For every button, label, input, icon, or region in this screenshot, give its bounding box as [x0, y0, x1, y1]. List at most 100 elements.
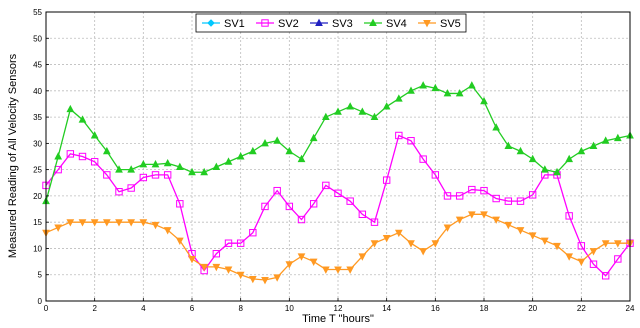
- data-point-sv2: [127, 184, 135, 192]
- data-point-sv5: [309, 258, 318, 266]
- data-point-sv4: [139, 160, 148, 168]
- data-point-sv4: [297, 154, 306, 163]
- data-point-sv2: [309, 200, 318, 208]
- data-point-sv4: [455, 89, 464, 97]
- data-point-sv2: [334, 189, 342, 197]
- data-point-sv5: [151, 221, 160, 230]
- data-point-sv5: [175, 237, 184, 245]
- data-point-sv2: [90, 158, 99, 166]
- data-point-sv5: [480, 211, 488, 219]
- y-tick-label: 45: [33, 61, 42, 70]
- data-point-sv4: [66, 104, 75, 113]
- x-tick-label: 10: [285, 304, 294, 313]
- data-point-sv4: [273, 136, 282, 144]
- data-point-sv5: [200, 263, 209, 272]
- legend-item-sv5: SV5: [418, 18, 461, 30]
- data-point-sv4: [419, 81, 428, 89]
- data-point-sv5: [212, 263, 221, 272]
- data-point-sv4: [127, 165, 136, 173]
- x-tick-label: 8: [238, 304, 243, 313]
- legend-item-sv4: SV4: [364, 18, 407, 30]
- data-point-sv2: [528, 191, 537, 199]
- data-point-sv2: [382, 176, 391, 184]
- data-point-sv5: [163, 227, 172, 235]
- data-point-sv2: [212, 250, 221, 258]
- data-point-sv5: [407, 240, 415, 248]
- data-point-sv4: [431, 83, 440, 92]
- legend-swatch-marker: [261, 19, 269, 27]
- x-tick-label: 16: [431, 304, 440, 313]
- data-point-sv4: [54, 152, 63, 160]
- data-point-sv4: [382, 102, 391, 110]
- legend-box: [195, 13, 467, 33]
- data-point-sv5: [90, 219, 99, 227]
- data-point-sv4: [565, 154, 574, 163]
- data-point-sv4: [224, 157, 233, 165]
- data-point-sv4: [346, 102, 355, 110]
- data-point-sv2: [370, 218, 379, 226]
- data-point-sv2: [455, 192, 464, 200]
- data-point-sv4: [370, 112, 379, 121]
- data-point-sv4: [90, 131, 99, 139]
- series-sv4: [42, 81, 634, 205]
- x-tick-label: 14: [382, 304, 391, 313]
- data-point-sv4: [553, 167, 561, 176]
- legend-item-sv2: SV2: [256, 18, 299, 30]
- y-tick-label: 30: [33, 139, 42, 148]
- legend-swatch-marker: [369, 18, 377, 26]
- data-point-sv2: [139, 173, 148, 182]
- y-tick-label: 50: [33, 34, 42, 43]
- y-tick-label: 10: [33, 244, 42, 253]
- data-point-sv4: [212, 162, 221, 170]
- data-point-sv2: [419, 155, 427, 163]
- data-point-sv5: [297, 253, 306, 261]
- data-point-sv5: [54, 224, 63, 232]
- data-point-sv2: [115, 188, 123, 196]
- data-point-sv4: [516, 146, 525, 155]
- data-point-sv5: [224, 266, 233, 274]
- data-point-sv4: [188, 167, 196, 176]
- legend-swatch-marker: [423, 20, 431, 28]
- legend-label: SV4: [386, 18, 407, 30]
- data-point-sv2: [273, 186, 281, 195]
- data-point-sv4: [443, 89, 452, 97]
- legend: SV1 SV2 SV3 SV4 SV5: [195, 13, 467, 33]
- data-point-sv2: [346, 197, 354, 205]
- data-point-sv4: [358, 107, 367, 115]
- data-point-sv4: [528, 154, 537, 163]
- data-point-sv4: [480, 96, 488, 105]
- legend-item-sv1: SV1: [202, 18, 245, 30]
- data-point-sv2: [565, 212, 573, 220]
- data-point-sv2: [236, 239, 245, 247]
- data-point-sv4: [102, 146, 111, 155]
- legend-swatch-marker: [315, 18, 323, 26]
- data-point-sv5: [613, 240, 622, 248]
- data-point-sv5: [601, 240, 610, 248]
- data-point-sv4: [321, 112, 330, 121]
- data-point-sv5: [321, 266, 330, 274]
- data-point-sv5: [78, 219, 87, 227]
- data-point-sv2: [504, 197, 513, 205]
- data-point-sv4: [200, 167, 209, 176]
- data-point-sv2: [322, 181, 330, 190]
- legend-label: SV5: [440, 18, 461, 30]
- data-point-sv5: [248, 275, 257, 284]
- x-tick-label: 2: [92, 304, 97, 313]
- data-point-sv5: [382, 234, 391, 243]
- data-point-sv4: [540, 165, 549, 173]
- data-point-sv2: [176, 200, 184, 208]
- data-point-sv5: [504, 221, 513, 230]
- data-point-sv2: [163, 171, 172, 179]
- data-point-sv2: [358, 210, 367, 219]
- y-tick-label: 5: [38, 271, 43, 280]
- data-point-sv5: [346, 266, 355, 274]
- data-point-sv4: [577, 146, 586, 155]
- data-point-sv4: [78, 115, 87, 123]
- legend-label: SV3: [332, 18, 353, 30]
- x-tick-label: 6: [190, 304, 195, 313]
- data-point-sv4: [467, 81, 476, 89]
- data-point-sv2: [492, 194, 500, 203]
- x-tick-label: 4: [141, 304, 146, 313]
- data-point-sv5: [577, 258, 586, 266]
